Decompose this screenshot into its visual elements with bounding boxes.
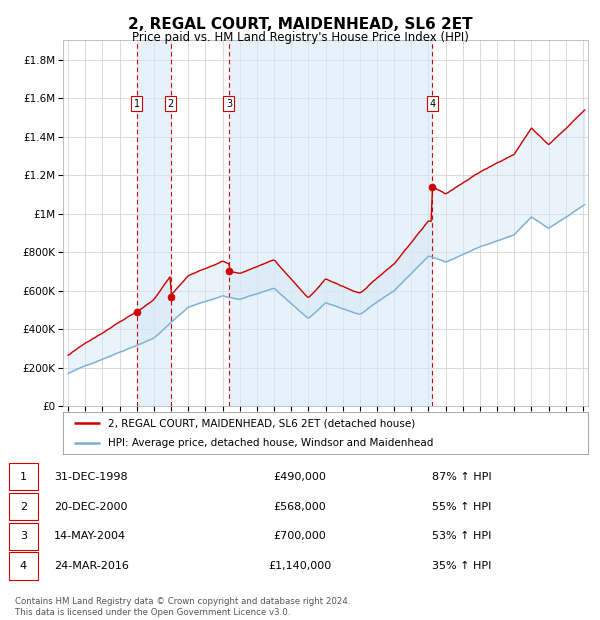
Text: £1,140,000: £1,140,000 bbox=[268, 561, 332, 571]
Text: 2: 2 bbox=[167, 99, 173, 109]
Text: 1: 1 bbox=[20, 472, 27, 482]
Text: 55% ↑ HPI: 55% ↑ HPI bbox=[432, 502, 491, 512]
Text: 1: 1 bbox=[134, 99, 140, 109]
Text: Price paid vs. HM Land Registry's House Price Index (HPI): Price paid vs. HM Land Registry's House … bbox=[131, 31, 469, 44]
Text: £700,000: £700,000 bbox=[274, 531, 326, 541]
Text: £568,000: £568,000 bbox=[274, 502, 326, 512]
Bar bbox=[229, 40, 433, 406]
Bar bbox=[137, 40, 170, 406]
Text: 20-DEC-2000: 20-DEC-2000 bbox=[54, 502, 128, 512]
Text: 4: 4 bbox=[20, 561, 27, 571]
Text: 35% ↑ HPI: 35% ↑ HPI bbox=[432, 561, 491, 571]
Text: 2, REGAL COURT, MAIDENHEAD, SL6 2ET: 2, REGAL COURT, MAIDENHEAD, SL6 2ET bbox=[128, 17, 472, 32]
Text: 3: 3 bbox=[20, 531, 27, 541]
Text: 2, REGAL COURT, MAIDENHEAD, SL6 2ET (detached house): 2, REGAL COURT, MAIDENHEAD, SL6 2ET (det… bbox=[107, 418, 415, 428]
Text: 2: 2 bbox=[20, 502, 27, 512]
Text: HPI: Average price, detached house, Windsor and Maidenhead: HPI: Average price, detached house, Wind… bbox=[107, 438, 433, 448]
Text: 87% ↑ HPI: 87% ↑ HPI bbox=[432, 472, 491, 482]
Text: 31-DEC-1998: 31-DEC-1998 bbox=[54, 472, 128, 482]
Text: 53% ↑ HPI: 53% ↑ HPI bbox=[432, 531, 491, 541]
Text: £490,000: £490,000 bbox=[274, 472, 326, 482]
Text: 14-MAY-2004: 14-MAY-2004 bbox=[54, 531, 126, 541]
Text: 24-MAR-2016: 24-MAR-2016 bbox=[54, 561, 129, 571]
Text: Contains HM Land Registry data © Crown copyright and database right 2024.
This d: Contains HM Land Registry data © Crown c… bbox=[15, 598, 350, 617]
Text: 4: 4 bbox=[430, 99, 436, 109]
Text: 3: 3 bbox=[226, 99, 232, 109]
